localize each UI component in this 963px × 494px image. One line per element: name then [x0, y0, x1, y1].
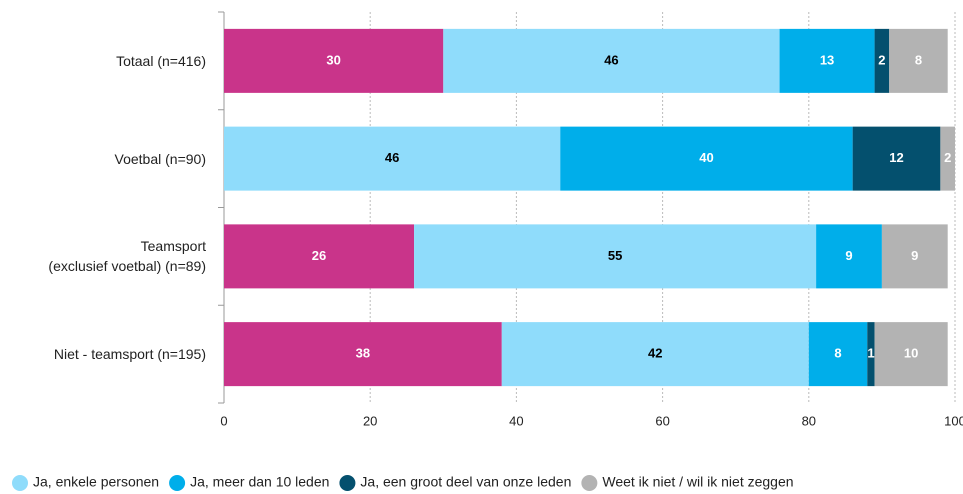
data-label: 42: [648, 346, 662, 361]
bar-segment: [224, 224, 415, 289]
legend-marker: [169, 475, 186, 491]
data-label: 12: [889, 150, 903, 165]
data-label: 38: [356, 346, 370, 361]
bar-segment: [874, 322, 948, 387]
bar-segment: [560, 126, 853, 191]
bar-segment: [443, 28, 780, 93]
bar-segment: [867, 322, 875, 387]
data-label: 2: [878, 52, 885, 67]
x-tick-label: 80: [802, 413, 816, 428]
bar-segment: [224, 322, 502, 387]
bar-segment: [889, 28, 948, 93]
data-label: 55: [608, 248, 622, 263]
data-label: 13: [820, 52, 834, 67]
legend-marker: [339, 475, 356, 491]
legend-label: Ja, een groot deel van onze leden: [360, 474, 571, 490]
bar-segment: [874, 28, 890, 93]
data-label: 8: [834, 346, 841, 361]
bar-segment: [224, 28, 444, 93]
x-tick-label: 0: [220, 413, 227, 428]
data-label: 46: [385, 150, 399, 165]
x-tick-label: 100: [944, 413, 963, 428]
data-label: 9: [911, 248, 918, 263]
legend-marker: [581, 475, 598, 491]
bar-segment: [779, 28, 875, 93]
data-label: 26: [312, 248, 326, 263]
x-tick-label: 20: [363, 413, 377, 428]
y-tick-label: Teamsport (exclusief voetbal) (n=89): [48, 238, 206, 275]
x-tick-label: 40: [509, 413, 523, 428]
bar-segment: [852, 126, 941, 191]
legend-label: Weet ik niet / wil ik niet zeggen: [602, 474, 793, 490]
y-tick-label: Voetbal (n=90): [114, 150, 206, 167]
data-label: 9: [845, 248, 852, 263]
x-tick-label: 60: [655, 413, 669, 428]
data-label: 40: [699, 150, 713, 165]
data-label: 2: [944, 150, 951, 165]
legend-label: Ja, enkele personen: [33, 474, 159, 490]
bar-segment: [414, 224, 817, 289]
data-label: 8: [915, 52, 922, 67]
bar-segment: [501, 322, 809, 387]
legend-label: Ja, meer dan 10 leden: [190, 474, 329, 490]
data-label: 30: [326, 52, 340, 67]
bar-segment: [940, 126, 955, 191]
data-label: 46: [604, 52, 618, 67]
bar-segment: [808, 322, 868, 387]
y-tick-label: Totaal (n=416): [116, 52, 206, 69]
legend-marker: [12, 475, 28, 491]
bar-segment: [224, 126, 561, 191]
y-tick-label: Niet - teamsport (n=195): [53, 346, 206, 363]
bar-segment: [881, 224, 948, 289]
data-label: 10: [904, 346, 918, 361]
bar-segment: [816, 224, 882, 289]
data-label: 1: [867, 346, 874, 361]
